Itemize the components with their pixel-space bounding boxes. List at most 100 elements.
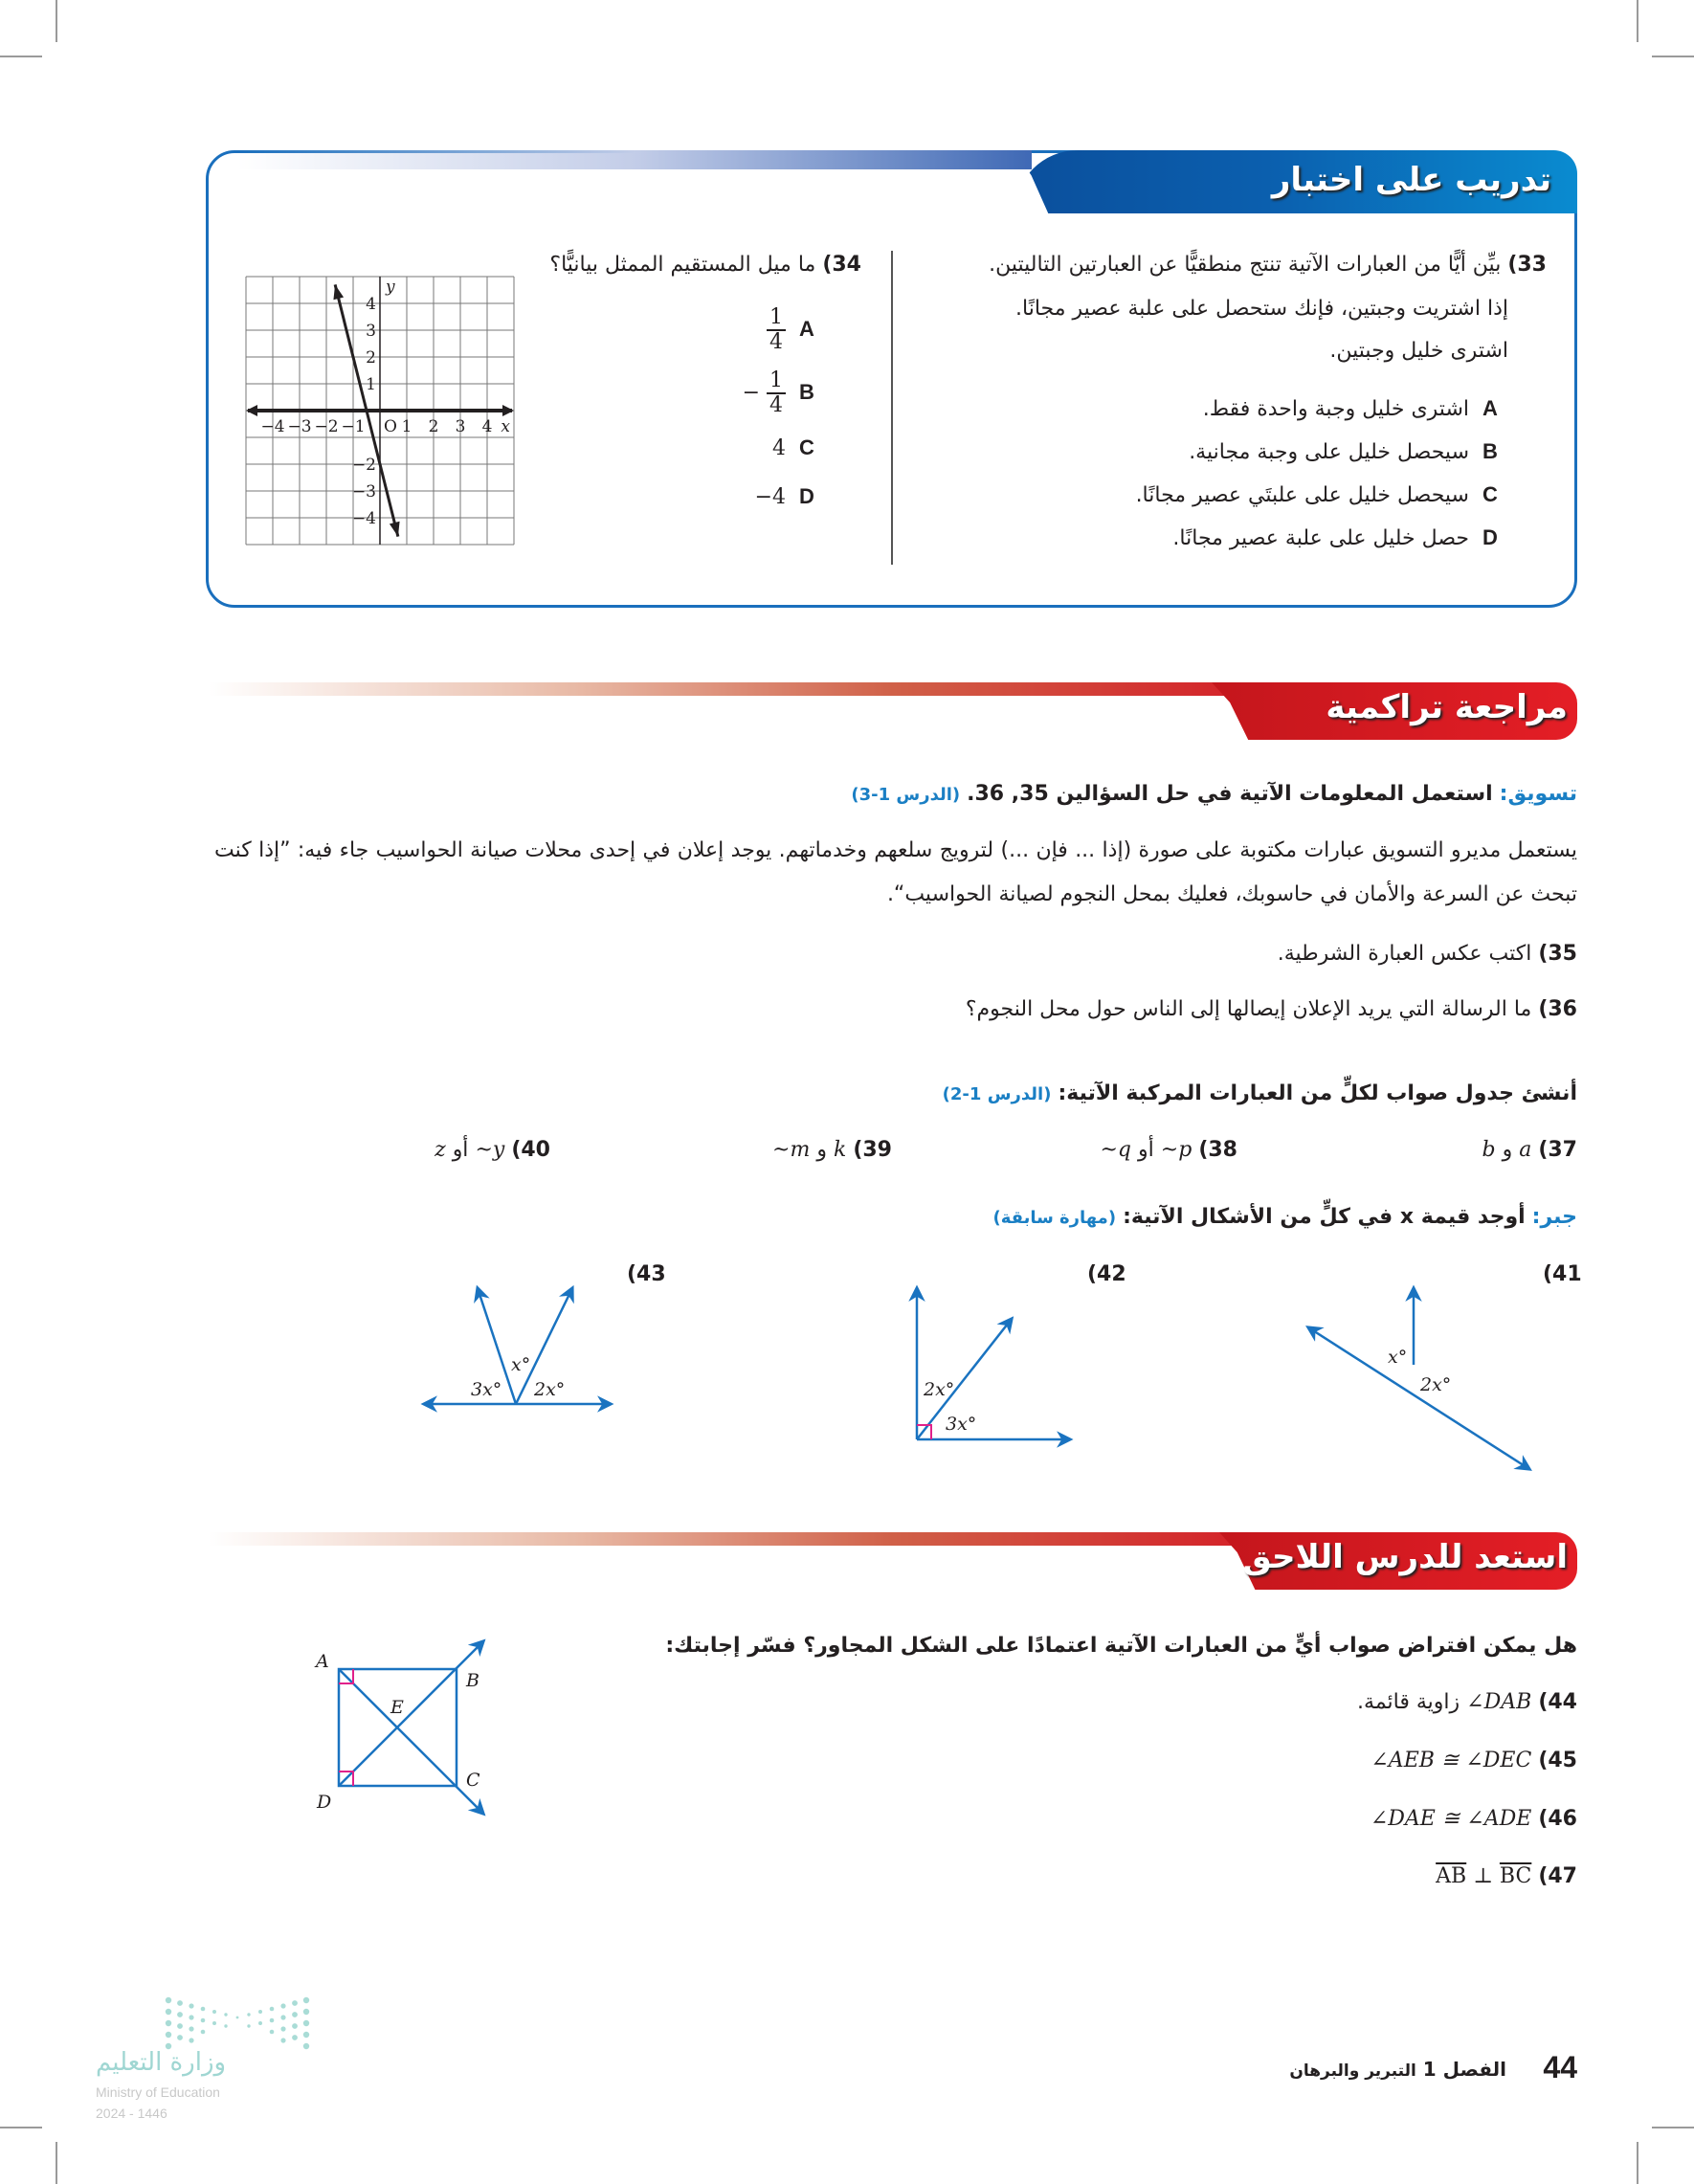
rectangle-abcd [337, 1667, 458, 1788]
segment-ab: AB [1436, 1864, 1467, 1888]
logo-dot [177, 2012, 183, 2017]
right-angle-mark [339, 1771, 354, 1786]
question-number: 39) [853, 1138, 892, 1162]
expr-right: b [1482, 1138, 1496, 1162]
expr-left: ~y [475, 1138, 505, 1162]
logo-dot [177, 2035, 183, 2040]
prepare-next-title: استعد للدرس اللاحق [1242, 1538, 1568, 1576]
chapter-number: الفصل 1 [1422, 2058, 1506, 2081]
q34-option-d[interactable]: D −4 [755, 482, 821, 512]
option-value: −4 [754, 485, 786, 509]
figure-43 [420, 1284, 614, 1413]
q33-option-a[interactable]: A اشترى خليل وجبة واحدة فقط. [1203, 394, 1505, 424]
x-axis-arrow [246, 405, 257, 416]
q37: 37) a و b [1482, 1136, 1577, 1165]
x-tick-label: 2 [429, 417, 439, 436]
option-text: اشترى خليل وجبة واحدة فقط. [1202, 397, 1469, 421]
q34-text: ما ميل المستقيم الممثل بيانيًّا؟ [549, 253, 816, 277]
instruction-text: أنشئ جدول صواب لكلٍّ من العبارات المركبة… [1058, 1081, 1577, 1105]
graphed-line [333, 284, 400, 537]
x-tick-label: 4 [482, 417, 493, 436]
logo-dot [292, 2000, 298, 2006]
algebra-text: أوجد قيمة x في كلٍّ من الأشكال الآتية: [1123, 1205, 1526, 1229]
logo-dot [280, 2026, 286, 2032]
question-text: اكتب عكس العبارة الشرطية. [1277, 942, 1532, 966]
q33-prompt: 33) بيِّن أيًّا من العبارات الآتية تنتج … [989, 251, 1547, 279]
y-tick-label: −3 [352, 482, 376, 501]
prepare-next-header [1219, 1532, 1577, 1590]
minus-sign: − [742, 381, 760, 405]
q33-option-c[interactable]: C سيحصل خليل على علبتَي عصير مجانًا. [1136, 480, 1505, 510]
logo-dot [200, 2006, 206, 2012]
option-letter: B [1482, 439, 1498, 463]
logo-dot [224, 2024, 228, 2028]
vertex-label-d: D [316, 1792, 331, 1813]
angle-label: 2x° [533, 1379, 565, 1400]
logo-dot [200, 2029, 206, 2035]
line [1305, 1326, 1532, 1471]
option-letter: D [799, 484, 814, 508]
connector: أو [452, 1138, 469, 1162]
q34-prompt: 34) ما ميل المستقيم الممثل بيانيًّا؟ [549, 251, 861, 279]
angle-label: 2x° [1419, 1374, 1451, 1395]
logo-dot [258, 2010, 262, 2014]
x-tick-label: −2 [314, 417, 338, 436]
logo-dot [302, 1996, 310, 2004]
y-tick-label: 1 [366, 375, 376, 394]
logo-dot [280, 2003, 286, 2009]
question-number: 45) [1538, 1749, 1577, 1772]
y-tick-label: −4 [352, 509, 376, 528]
connector: و [1502, 1138, 1513, 1162]
logo-dot [165, 2019, 172, 2027]
x-tick-label: 3 [456, 417, 466, 436]
q40: 40) ~y أو z [435, 1136, 550, 1165]
q33-option-b[interactable]: B سيحصل خليل على وجبة مجانية. [1189, 437, 1505, 467]
logo-dot [302, 2019, 310, 2027]
truth-table-instructions: أنشئ جدول صواب لكلٍّ من العبارات المركبة… [943, 1080, 1577, 1109]
option-letter: C [799, 435, 814, 459]
q39: 39) k و ~m [772, 1136, 892, 1165]
q36: 36) ما الرسالة التي يريد الإعلان إيصالها… [966, 995, 1577, 1024]
logo-dot [280, 2038, 286, 2043]
question-number: 44) [1538, 1690, 1577, 1714]
vertex-label-c: C [466, 1770, 480, 1791]
logo-dot [269, 2017, 275, 2023]
diagonal-ac [338, 1668, 486, 1816]
q42-number: (42 [1087, 1262, 1126, 1286]
figure-41 [1305, 1284, 1532, 1471]
crop-mark [56, 2142, 57, 2184]
q33-option-d[interactable]: D حصل خليل على علبة عصير مجانًا. [1172, 524, 1505, 553]
right-angle-mark [917, 1424, 932, 1439]
q38: 38) ~p أو ~q [1101, 1136, 1238, 1165]
logo-dot [302, 2008, 310, 2016]
figure-42 [908, 1284, 1074, 1448]
marketing-label: تسويق: [1499, 782, 1577, 806]
ray [474, 1284, 518, 1405]
math-expression: ∠AEB ≅ ∠DEC [1371, 1749, 1532, 1772]
ministry-name-en: Ministry of Education [96, 2084, 220, 2100]
logo-dot [235, 2016, 239, 2019]
logo-dot [177, 2023, 183, 2029]
marketing-intro: تسويق: استعمل المعلومات الآتية في حل الس… [851, 780, 1577, 810]
expr-left: ~p [1160, 1138, 1192, 1162]
question-number: 47) [1538, 1864, 1577, 1888]
logo-dot [165, 2031, 172, 2039]
q35: 35) اكتب عكس العبارة الشرطية. [1278, 940, 1577, 969]
option-letter: A [799, 317, 814, 341]
x-tick-label: −1 [341, 417, 365, 436]
expr-left: k [833, 1138, 847, 1162]
question-number: 34) [822, 253, 861, 277]
y-axis-label: y [385, 278, 395, 297]
vertex-label-a: A [314, 1651, 329, 1672]
test-practice-box: تدريب على اختبار [206, 150, 1577, 608]
question-number: 40) [511, 1138, 550, 1162]
algebra-intro: جبر: أوجد قيمة x في كلٍّ من الأشكال الآت… [992, 1203, 1577, 1233]
test-practice-title: تدريب على اختبار [1271, 161, 1551, 199]
ray [514, 1284, 574, 1405]
expr-right: ~q [1100, 1138, 1132, 1162]
q34-option-c[interactable]: C 4 [772, 434, 821, 463]
math-expression: ∠DAE ≅ ∠ADE [1370, 1807, 1532, 1831]
